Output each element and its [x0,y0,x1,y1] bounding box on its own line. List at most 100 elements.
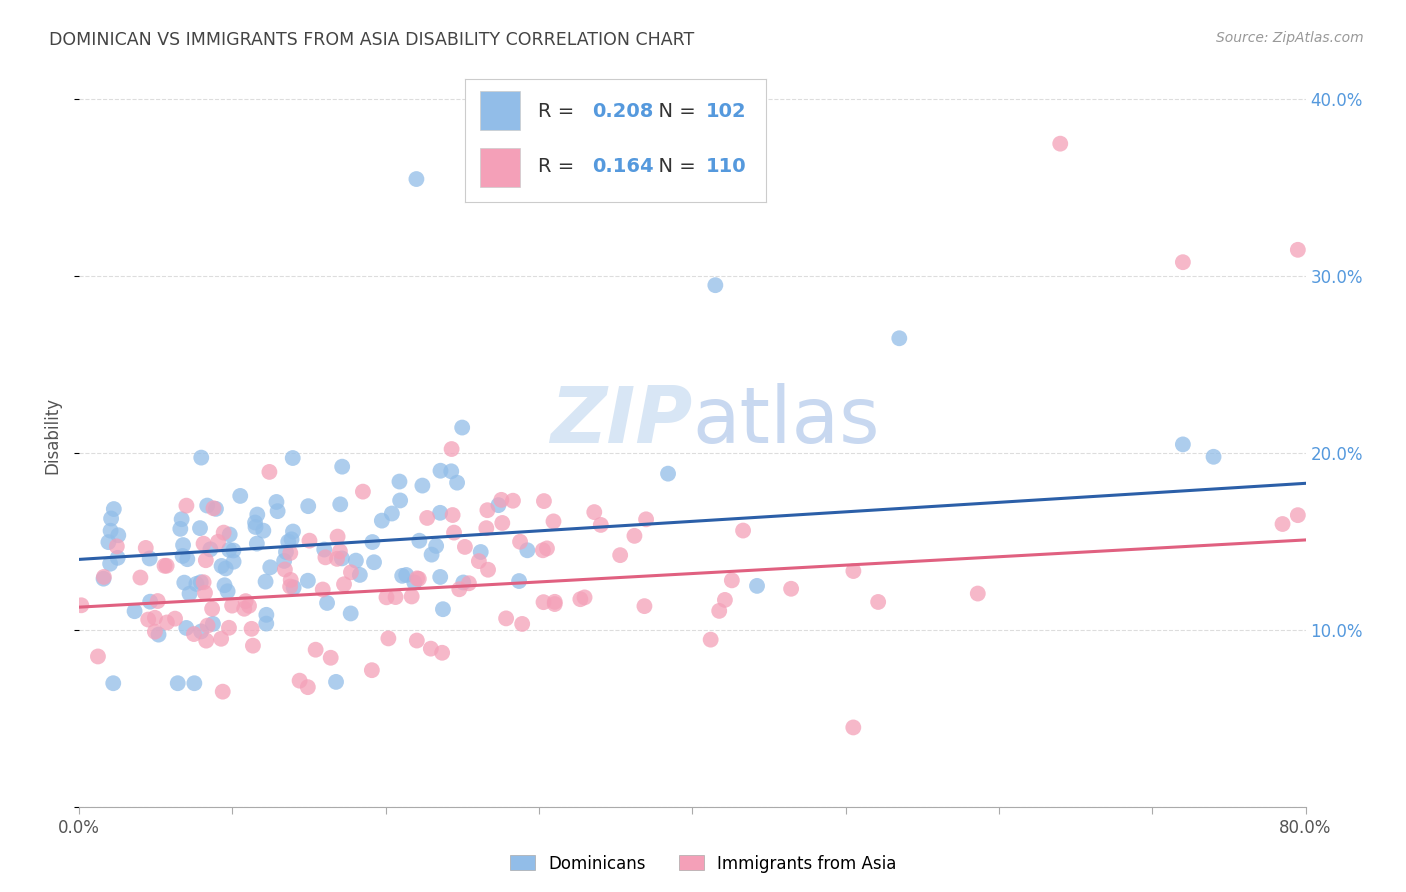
Point [312,582,335,597]
Point [745,579,768,593]
Point [259,560,281,574]
Point [176,621,198,635]
Point [420,548,443,562]
Point [202,501,225,516]
Point [252,524,274,538]
Point [405,633,427,648]
Point [966,586,988,600]
Point [699,632,721,647]
Point [218,527,240,541]
Point [329,544,352,558]
Point [406,571,429,585]
Point [384,590,406,604]
Point [314,550,336,565]
Point [389,493,412,508]
Point [1286,508,1309,523]
Point [103,676,125,690]
Point [124,604,146,618]
Point [842,721,865,735]
Point [211,684,233,698]
Point [411,478,433,492]
Point [583,505,606,519]
Point [243,516,266,530]
Point [135,541,157,555]
Point [188,521,211,535]
Point [235,594,257,608]
Point [87,649,110,664]
Point [314,542,336,557]
Point [156,558,179,573]
Legend: Dominicans, Immigrants from Asia: Dominicans, Immigrants from Asia [503,848,903,880]
Point [454,540,477,554]
Point [536,541,558,556]
Point [429,464,451,478]
Point [98,557,121,571]
Point [179,587,201,601]
Point [441,508,464,522]
Point [333,577,356,591]
Point [636,512,658,526]
Point [709,604,731,618]
Point [254,616,277,631]
Point [468,554,491,568]
Text: DOMINICAN VS IMMIGRANTS FROM ASIA DISABILITY CORRELATION CHART: DOMINICAN VS IMMIGRANTS FROM ASIA DISABI… [49,31,695,49]
Point [195,633,218,648]
Point [209,632,232,646]
Point [316,596,339,610]
Point [281,450,304,465]
Point [495,611,517,625]
Point [274,545,297,559]
Point [153,558,176,573]
Text: atlas: atlas [692,383,880,458]
Point [93,572,115,586]
Point [569,592,592,607]
Point [609,548,631,562]
Point [1049,136,1071,151]
Point [340,566,363,580]
Point [103,502,125,516]
Point [440,464,463,478]
Point [183,627,205,641]
Point [408,572,430,586]
Point [93,570,115,584]
Point [440,442,463,456]
Point [477,563,499,577]
Point [201,616,224,631]
Point [352,484,374,499]
Point [190,450,212,465]
Point [222,543,245,558]
Point [194,553,217,567]
Point [259,465,281,479]
Point [502,493,524,508]
Point [288,673,311,688]
Point [176,499,198,513]
Point [363,555,385,569]
Point [868,595,890,609]
Point [195,499,218,513]
Point [278,580,301,594]
Point [205,501,228,516]
Point [508,574,530,588]
Point [589,517,612,532]
Point [360,663,382,677]
Point [165,612,187,626]
Point [889,331,911,345]
Point [222,555,245,569]
Point [254,607,277,622]
Point [233,601,256,615]
Point [100,524,122,538]
Point [274,562,297,576]
Point [280,533,302,547]
Point [138,551,160,566]
Point [201,602,224,616]
Point [297,574,319,588]
Point [623,529,645,543]
Point [280,573,302,587]
Point [419,641,441,656]
Point [143,624,166,639]
Point [633,599,655,614]
Point [449,582,471,597]
Point [1271,516,1294,531]
Point [733,524,755,538]
Point [297,499,319,513]
